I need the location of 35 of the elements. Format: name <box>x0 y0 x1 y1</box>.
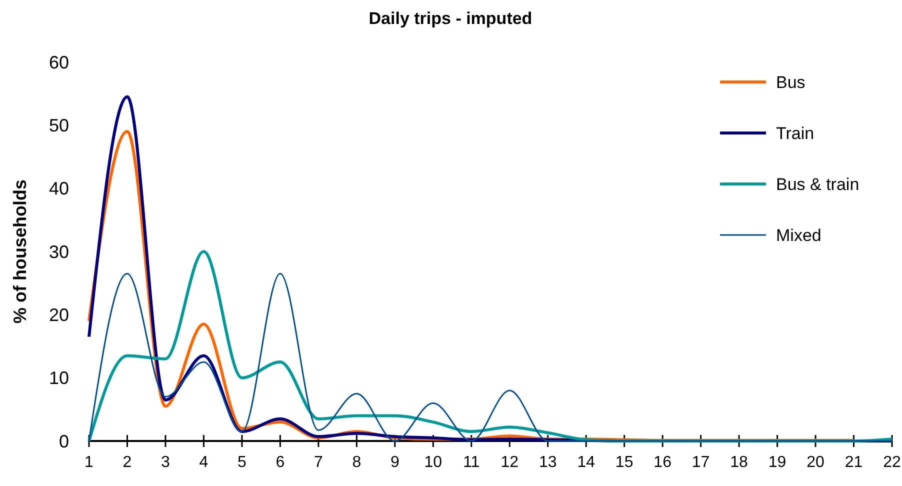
x-tick-label: 11 <box>463 454 480 471</box>
legend-label: Train <box>776 124 814 143</box>
chart-title: Daily trips - imputed <box>368 9 532 28</box>
x-tick-label: 6 <box>276 454 285 471</box>
x-tick-label: 10 <box>424 454 442 471</box>
y-tick-label: 50 <box>48 115 69 136</box>
y-tick-label: 20 <box>48 304 69 325</box>
x-tick-label: 2 <box>122 454 132 471</box>
x-tick-label: 12 <box>500 454 519 471</box>
legend-label: Mixed <box>776 226 822 245</box>
x-tick-label: 4 <box>199 454 208 471</box>
y-tick-label: 60 <box>48 52 69 72</box>
x-tick-label: 8 <box>352 454 362 471</box>
x-tick-label: 9 <box>390 454 400 471</box>
x-tick-label: 20 <box>806 454 825 471</box>
y-tick-label: 0 <box>58 431 69 452</box>
x-tick-label: 22 <box>883 454 901 471</box>
y-tick-label: 10 <box>48 368 69 388</box>
x-tick-label: 18 <box>730 454 748 471</box>
x-tick-label: 15 <box>615 454 634 471</box>
x-tick-label: 19 <box>768 454 786 471</box>
x-tick-label: 5 <box>238 454 246 471</box>
y-axis-title: % of households <box>10 180 30 324</box>
legend-label: Bus & train <box>776 174 860 194</box>
x-tick-label: 21 <box>844 454 863 471</box>
x-tick-label: 1 <box>84 454 94 471</box>
legend-label: Bus <box>776 72 806 92</box>
y-tick-label: 30 <box>48 242 69 262</box>
x-tick-label: 13 <box>538 454 557 471</box>
y-tick-label: 40 <box>48 178 69 199</box>
x-tick-label: 7 <box>314 454 323 471</box>
x-tick-label: 14 <box>577 454 596 471</box>
x-tick-label: 3 <box>161 454 170 471</box>
x-tick-label: 16 <box>654 454 672 471</box>
x-tick-label: 17 <box>692 454 710 471</box>
